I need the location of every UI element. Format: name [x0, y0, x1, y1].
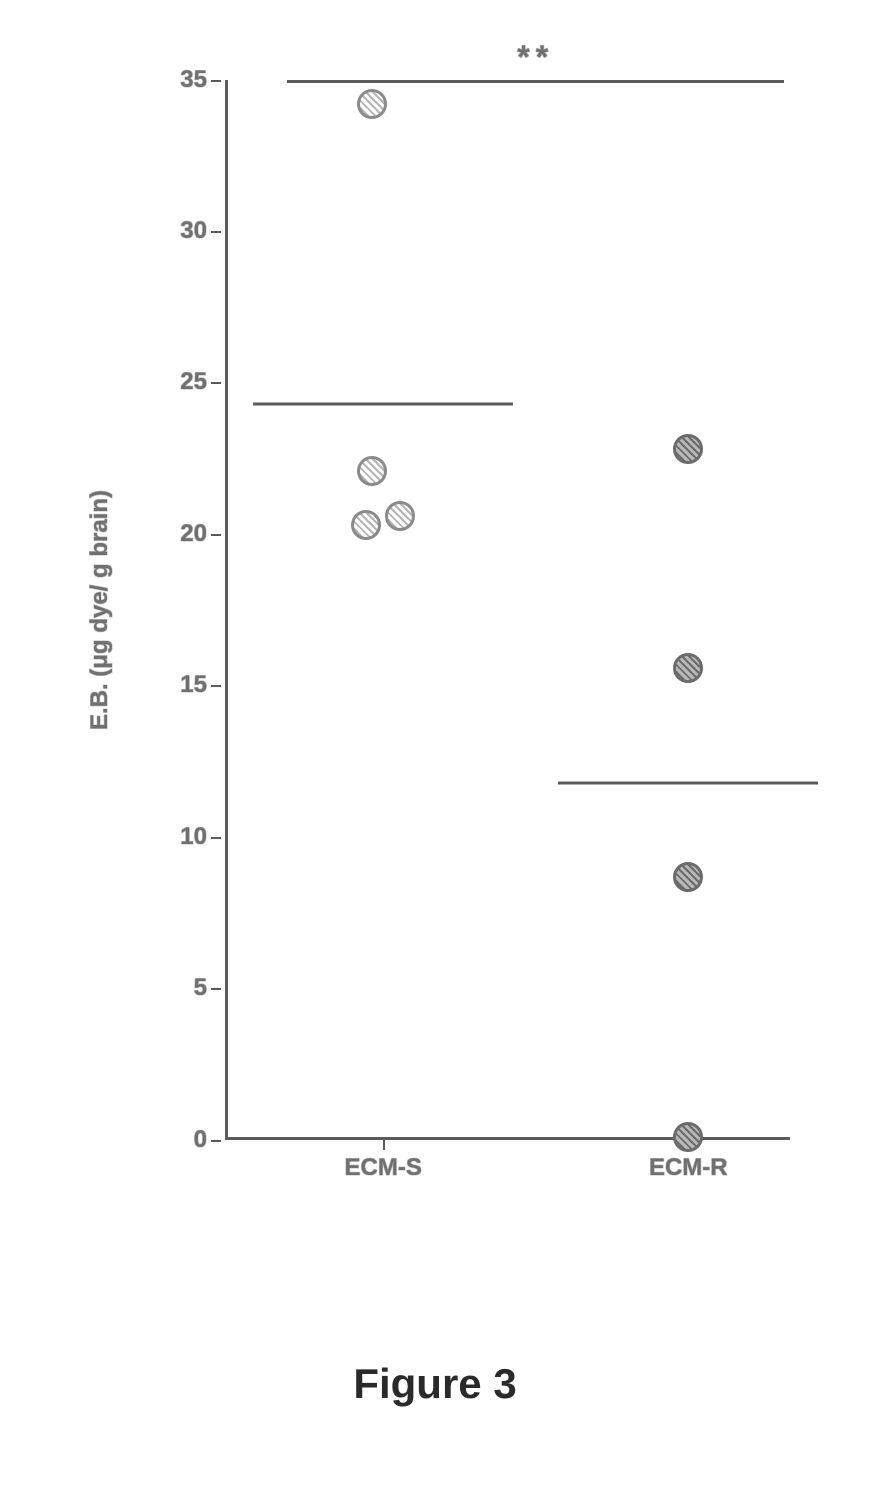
mean-line [558, 781, 818, 784]
data-point [357, 456, 387, 486]
significance-stars: ** [517, 39, 554, 76]
y-tick: 10 [145, 823, 207, 851]
x-category-label: ECM-R [608, 1154, 768, 1182]
y-tick: 35 [145, 66, 207, 94]
mean-line [253, 403, 513, 406]
y-tick: 15 [145, 671, 207, 699]
data-point [385, 501, 415, 531]
plot-area [225, 80, 790, 1140]
figure-title: Figure 3 [0, 1360, 870, 1408]
data-point [673, 1122, 703, 1152]
data-point [351, 510, 381, 540]
chart-container: E.B. (μg dye/ g brain) 0 5 10 15 20 25 30 35 EC… [60, 30, 820, 1230]
y-tick: 30 [145, 217, 207, 245]
y-tick: 0 [145, 1126, 207, 1154]
significance-bar [287, 80, 784, 83]
y-tick: 25 [145, 368, 207, 396]
data-point [673, 862, 703, 892]
y-tick: 20 [145, 520, 207, 548]
figure-stage: E.B. (μg dye/ g brain) 0 5 10 15 20 25 30 35 EC… [0, 0, 870, 1499]
y-tick: 5 [145, 974, 207, 1002]
data-point [673, 434, 703, 464]
data-point [673, 653, 703, 683]
data-point [357, 89, 387, 119]
y-axis-label: E.B. (μg dye/ g brain) [86, 460, 114, 760]
x-category-label: ECM-S [303, 1154, 463, 1182]
